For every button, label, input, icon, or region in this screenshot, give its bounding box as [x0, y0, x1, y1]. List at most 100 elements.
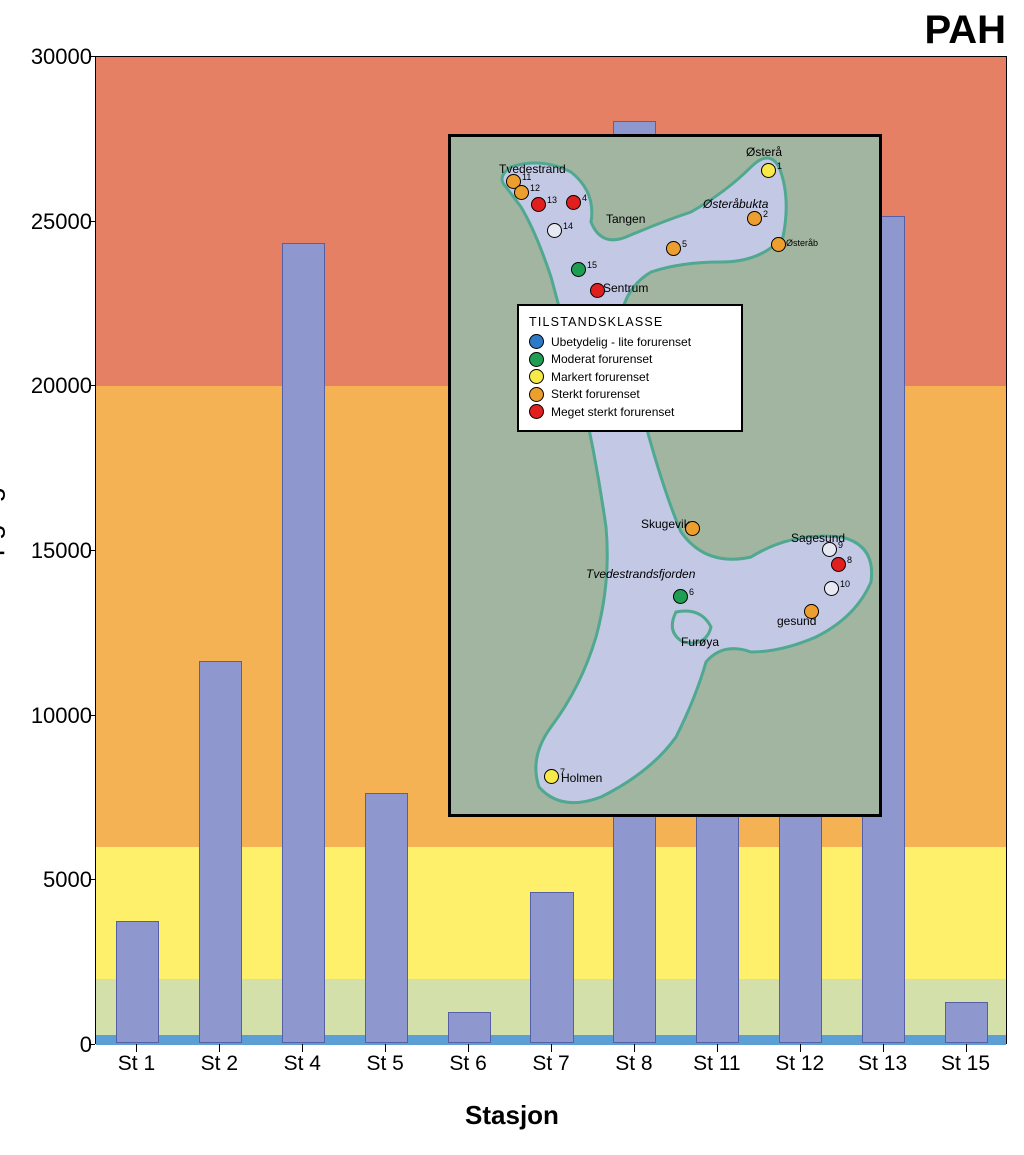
place-label: Østeråb	[786, 238, 818, 248]
ytick-label: 5000	[12, 867, 92, 893]
bar-st15	[945, 1002, 988, 1043]
station-dot	[531, 197, 546, 212]
xtick-label: St 8	[615, 1052, 652, 1076]
station-dot	[804, 604, 819, 619]
station-dot	[831, 557, 846, 572]
station-dot	[673, 589, 688, 604]
xtick-label: St 4	[284, 1052, 321, 1076]
station-number: 13	[547, 195, 557, 205]
station-dot	[771, 237, 786, 252]
ytick-label: 10000	[12, 703, 92, 729]
place-label: Sentrum	[603, 281, 648, 295]
legend-dot	[529, 334, 544, 349]
station-dot	[547, 223, 562, 238]
ytick-mark	[89, 1044, 95, 1045]
station-dot	[544, 769, 559, 784]
legend-label: Markert forurenset	[551, 370, 649, 384]
legend-row: Sterkt forurenset	[529, 387, 731, 402]
station-number: 2	[763, 209, 768, 219]
legend-label: Sterkt forurenset	[551, 387, 640, 401]
station-dot	[824, 581, 839, 596]
legend-label: Meget sterkt forurenset	[551, 405, 674, 419]
legend-row: Meget sterkt forurenset	[529, 404, 731, 419]
chart-title: PAH	[925, 8, 1006, 53]
station-dot	[566, 195, 581, 210]
bar-st6	[448, 1012, 491, 1043]
y-axis-label: μg/kg t.v.	[0, 444, 6, 556]
station-number: 8	[847, 555, 852, 565]
xtick-mark	[634, 1044, 635, 1052]
station-number: 1	[777, 161, 782, 171]
place-label: Tangen	[606, 212, 645, 226]
xtick-mark	[219, 1044, 220, 1052]
station-number: 11	[522, 172, 531, 182]
xtick-mark	[302, 1044, 303, 1052]
ytick-mark	[89, 879, 95, 880]
xtick-mark	[800, 1044, 801, 1052]
station-dot	[685, 521, 700, 536]
bar-st7	[530, 892, 573, 1043]
place-label: Østerå	[746, 145, 782, 159]
legend-row: Ubetydelig - lite forurenset	[529, 334, 731, 349]
place-label: Furøya	[681, 635, 719, 649]
station-number: 12	[530, 183, 540, 193]
station-dot	[590, 283, 605, 298]
ytick-label: 30000	[12, 44, 92, 70]
ytick-label: 0	[12, 1032, 92, 1058]
xtick-label: St 1	[118, 1052, 155, 1076]
station-number: 6	[689, 587, 694, 597]
station-dot	[761, 163, 776, 178]
station-number: 14	[563, 221, 573, 231]
inset-map: TILSTANDSKLASSE Ubetydelig - lite forure…	[448, 134, 882, 817]
xtick-mark	[551, 1044, 552, 1052]
x-axis-label: Stasjon	[0, 1100, 1024, 1131]
xtick-label: St 13	[858, 1052, 907, 1076]
inset-water-shape	[451, 137, 885, 820]
station-dot	[666, 241, 681, 256]
station-number: 10	[840, 579, 850, 589]
station-number: 4	[582, 193, 587, 203]
xtick-label: St 2	[201, 1052, 238, 1076]
ytick-label: 25000	[12, 209, 92, 235]
pah-chart-container: PAH TILSTANDSKLASSE Ubetydelig - lite fo…	[0, 0, 1024, 1155]
bar-st5	[365, 793, 408, 1043]
bar-st4	[282, 243, 325, 1043]
place-label: Skugevik	[641, 517, 690, 531]
legend-row: Moderat forurenset	[529, 352, 731, 367]
xtick-mark	[717, 1044, 718, 1052]
ytick-mark	[89, 550, 95, 551]
legend-dot	[529, 352, 544, 367]
station-number: 7	[560, 767, 565, 777]
legend-label: Moderat forurenset	[551, 352, 652, 366]
xtick-label: St 12	[775, 1052, 824, 1076]
bar-st1	[116, 921, 159, 1043]
station-dot	[514, 185, 529, 200]
ytick-label: 20000	[12, 373, 92, 399]
ytick-label: 15000	[12, 538, 92, 564]
xtick-label: St 11	[693, 1052, 740, 1076]
place-label: Østeråbukta	[703, 197, 768, 211]
inset-legend: TILSTANDSKLASSE Ubetydelig - lite forure…	[517, 304, 743, 432]
xtick-mark	[468, 1044, 469, 1052]
legend-dot	[529, 404, 544, 419]
station-number: 15	[587, 260, 597, 270]
xtick-mark	[136, 1044, 137, 1052]
xtick-mark	[966, 1044, 967, 1052]
ytick-mark	[89, 385, 95, 386]
xtick-mark	[385, 1044, 386, 1052]
place-label: Sagesund	[791, 531, 845, 545]
station-dot	[571, 262, 586, 277]
station-number: 5	[682, 239, 687, 249]
xtick-label: St 5	[366, 1052, 403, 1076]
xtick-label: St 6	[449, 1052, 486, 1076]
legend-dot	[529, 387, 544, 402]
legend-title: TILSTANDSKLASSE	[529, 315, 731, 329]
ytick-mark	[89, 221, 95, 222]
legend-label: Ubetydelig - lite forurenset	[551, 335, 691, 349]
xtick-label: St 15	[941, 1052, 990, 1076]
station-number: 9	[838, 540, 843, 550]
ytick-mark	[89, 56, 95, 57]
place-label: Holmen	[561, 771, 602, 785]
ytick-mark	[89, 715, 95, 716]
xtick-label: St 7	[532, 1052, 569, 1076]
